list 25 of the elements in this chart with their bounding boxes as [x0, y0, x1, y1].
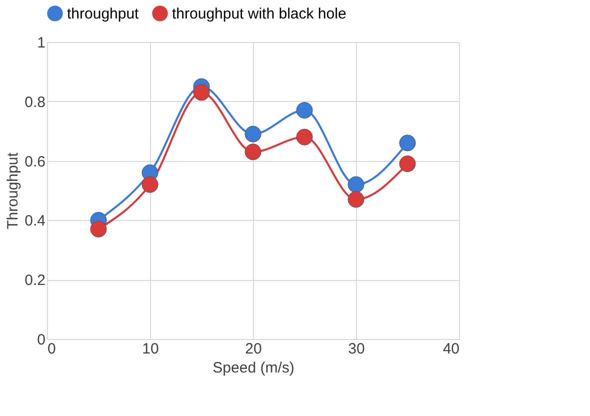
x-tick-label: 20 [245, 340, 262, 358]
legend-label: throughput [67, 5, 140, 22]
point [399, 134, 416, 152]
x-tick-label: 0 [48, 340, 56, 358]
y-tick-label: 1 [37, 34, 46, 52]
y-tick-label: 0.8 [24, 94, 46, 111]
x-axis-title: Speed (m/s) [212, 360, 294, 376]
point [348, 176, 364, 193]
point [296, 102, 313, 119]
point [142, 176, 158, 193]
point [348, 191, 364, 208]
point [296, 128, 313, 146]
y-tick-label: 0.2 [24, 272, 46, 290]
y-tick-label: 0.4 [24, 212, 46, 230]
y-axis-title: Throughput [4, 152, 22, 230]
point [399, 155, 416, 172]
x-tick-label: 40 [442, 340, 460, 358]
y-tick-label: 0.6 [24, 153, 46, 170]
x-tick-label: 10 [142, 340, 159, 358]
legend-label: throughput with black hole [172, 5, 346, 22]
x-tick-label: 30 [348, 340, 365, 358]
point [90, 220, 107, 238]
point [244, 126, 262, 142]
point [244, 144, 262, 160]
point [193, 84, 210, 101]
